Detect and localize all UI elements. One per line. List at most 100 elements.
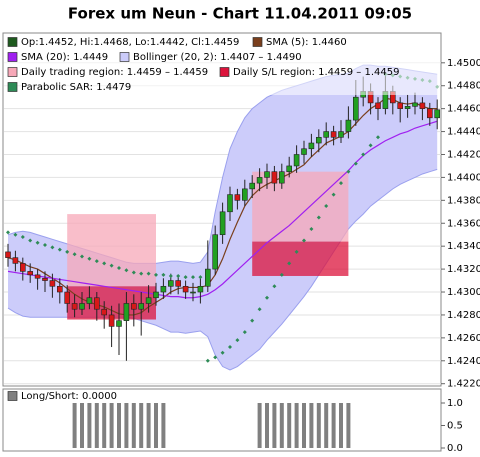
candle-body (219, 211, 226, 236)
candle-body (138, 303, 144, 310)
sar-dot (353, 161, 358, 166)
sar-dot (154, 272, 158, 277)
candle-body (404, 106, 411, 109)
candle-body (434, 109, 441, 119)
y-tick-label: 0.0 (447, 443, 463, 454)
candle-body (49, 280, 56, 287)
candle-body (108, 314, 115, 327)
candle-body (212, 234, 218, 270)
bar (257, 403, 262, 448)
sar-dot (87, 256, 92, 261)
sar-dot (80, 254, 84, 259)
bar (80, 403, 84, 448)
legend-swatch (7, 67, 18, 77)
candle-body (271, 171, 278, 184)
candle-body (293, 154, 300, 167)
candle-body (330, 131, 337, 138)
sar-dot (28, 238, 33, 243)
sar-dot (324, 204, 329, 209)
candle-body (12, 257, 19, 264)
candle-body (190, 291, 196, 294)
sar-dot (117, 265, 121, 270)
legend-label: Bollinger (20, 2): 1.4407 – 1.4490 (133, 52, 302, 63)
candle-body (375, 102, 381, 109)
bar (94, 403, 99, 448)
bar (294, 403, 299, 448)
y-tick-label: 1.4240 (447, 356, 480, 367)
sar-dot (220, 350, 225, 355)
sar-dot (346, 169, 351, 174)
bar (346, 403, 351, 448)
sar-dot (109, 263, 114, 268)
candle-body (123, 303, 130, 321)
legend-label: SMA (5): 1.4460 (266, 37, 347, 48)
legend-swatch (219, 67, 230, 77)
candle-body (86, 297, 93, 304)
legend-label: Daily S/L region: 1.4459 – 1.4459 (233, 67, 399, 78)
sar-dot (43, 243, 47, 248)
y-tick-label: 1.4340 (447, 241, 480, 252)
sar-dot (183, 275, 188, 280)
y-tick-label: 1.4220 (447, 379, 480, 390)
candle-body (79, 303, 85, 310)
legend-label: SMA (20): 1.4449 (21, 52, 108, 63)
candle-body (323, 131, 330, 138)
sar-dot (287, 261, 292, 266)
legend-label: Op:1.4452, Hi:1.4468, Lo:1.4442, Cl:1.44… (21, 37, 239, 48)
sar-dot (124, 268, 129, 273)
legend-swatch (7, 391, 18, 401)
bar (139, 403, 144, 448)
y-tick-label: 1.4480 (447, 81, 480, 92)
sar-dot (368, 143, 373, 148)
candle-body (64, 291, 70, 304)
bar (302, 403, 306, 448)
sar-dot (265, 295, 269, 300)
sar-dot (198, 275, 203, 280)
candle-body (56, 285, 63, 293)
legend-background (4, 34, 440, 95)
sar-dot (94, 259, 99, 264)
sma-line (7, 120, 438, 299)
bar (339, 403, 343, 448)
candle-body (249, 182, 255, 190)
candle-body (242, 188, 248, 201)
bar (102, 403, 107, 448)
legend-label: Daily trading region: 1.4459 – 1.4459 (21, 67, 208, 78)
bar (331, 403, 336, 448)
candle-body (397, 102, 404, 109)
y-tick-label: 1.4500 (447, 58, 480, 69)
bar (316, 403, 321, 448)
y-tick-label: 1.4420 (447, 149, 480, 160)
sar-dot (272, 284, 277, 289)
legend-swatch (7, 37, 18, 47)
sar-dot (309, 226, 314, 231)
candle-body (168, 280, 174, 287)
candle-body (116, 320, 122, 327)
bar (124, 403, 129, 448)
candle-body (197, 285, 204, 293)
sar-dot (213, 355, 218, 360)
y-tick-label: 1.0 (447, 398, 463, 409)
candle-body (205, 268, 211, 287)
candle-body (412, 102, 418, 107)
candle-body (71, 303, 78, 310)
candle-body (145, 297, 152, 304)
bar (161, 403, 166, 448)
sar-dot (279, 272, 284, 277)
sar-dot (235, 338, 240, 343)
chart-title: Forex um Neun - Chart 11.04.2011 09:05 (68, 5, 412, 23)
legend-swatch (7, 82, 18, 92)
candle-body (160, 285, 167, 293)
y-tick-label: 1.4440 (447, 127, 480, 138)
candle-body (286, 165, 293, 172)
y-tick-label: 1.4400 (447, 172, 480, 183)
legend-label: Parabolic SAR: 1.4479 (21, 82, 131, 93)
sar-dot (191, 275, 195, 280)
candle-body (301, 148, 307, 155)
sar-dot (339, 181, 343, 186)
sar-dot (316, 215, 321, 220)
bar (279, 403, 284, 448)
candle-body (264, 171, 270, 178)
legend-swatch (119, 52, 130, 62)
